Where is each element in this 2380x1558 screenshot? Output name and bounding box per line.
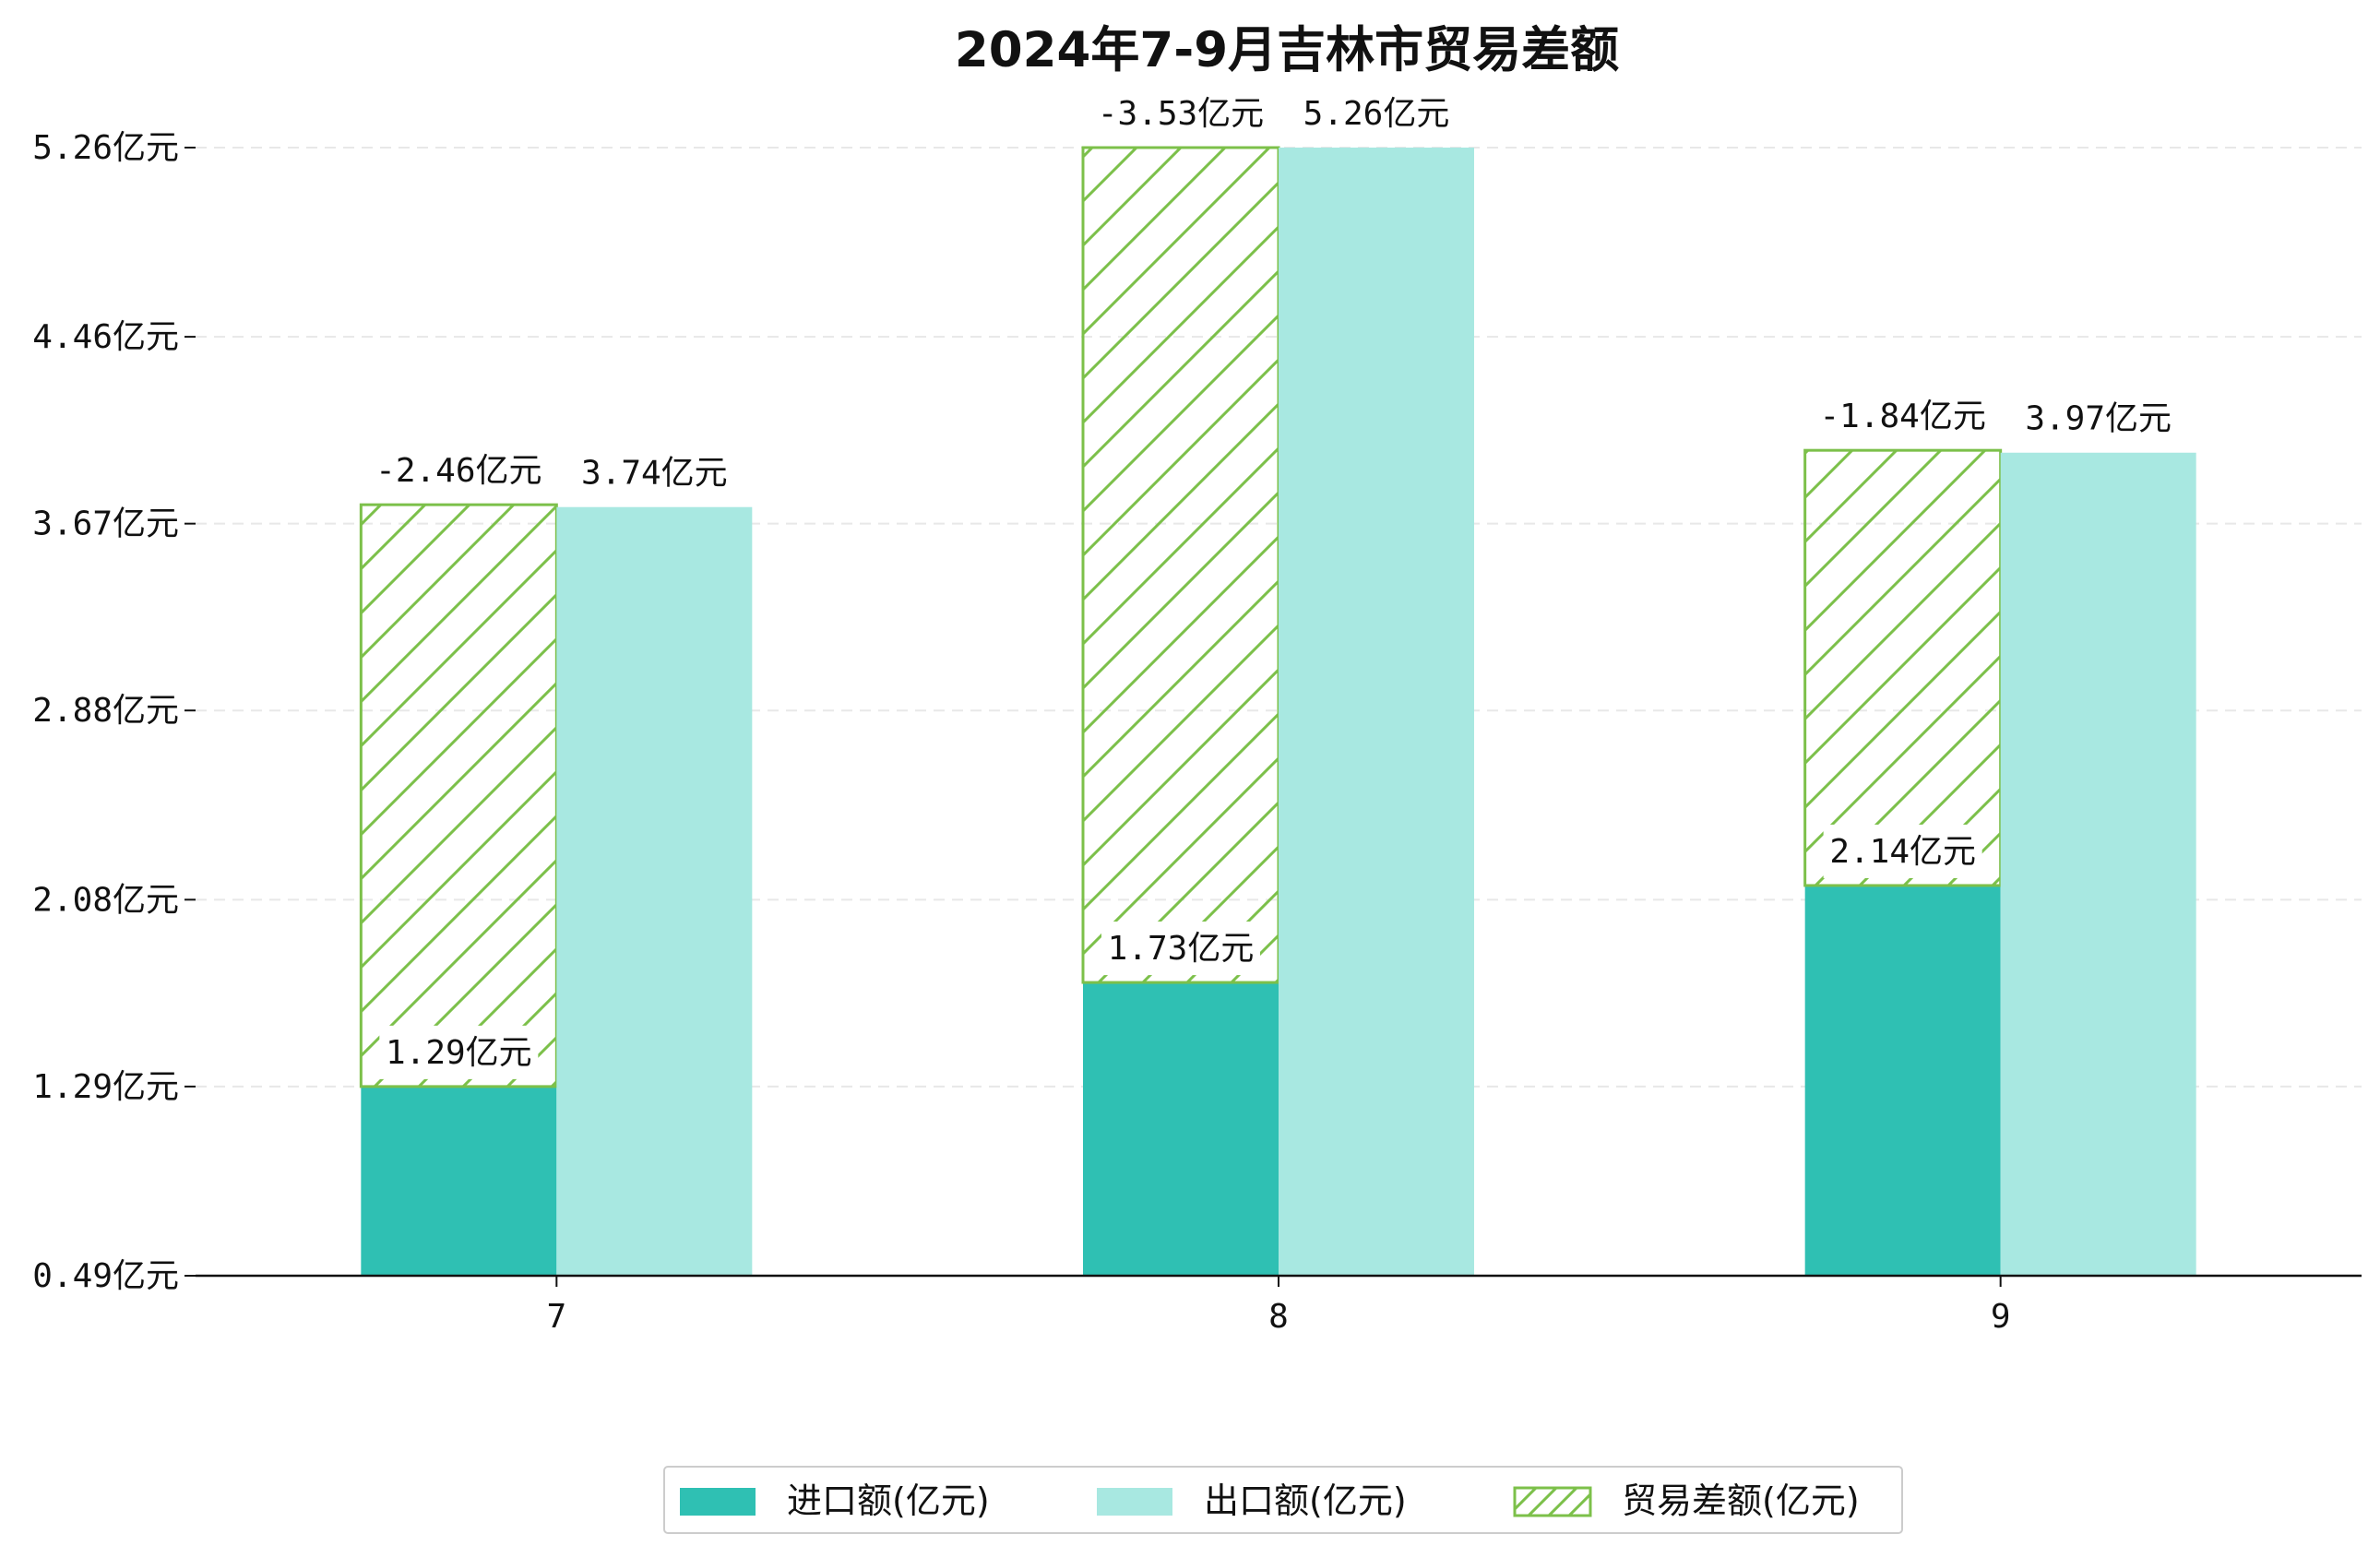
legend-label-export: 出口额(亿元): [1204, 1481, 1407, 1521]
import-value-label-box: [1101, 922, 1260, 976]
x-axis: 7 8 9: [196, 1274, 2362, 1336]
export-bar: [2000, 452, 2196, 1276]
import-value-label: 2.14亿元: [1829, 833, 1976, 871]
y-tick-label: 2.08亿元: [32, 881, 179, 919]
balance-value-label-box: [1091, 87, 1270, 140]
y-tick-label: 5.26亿元: [32, 129, 179, 167]
legend-label-import: 进口额(亿元): [787, 1481, 990, 1521]
import-value-label-box: [379, 1025, 539, 1079]
import-value-label: 1.73亿元: [1108, 930, 1255, 968]
export-value-label-box: [575, 446, 734, 500]
balance-value-label: -1.84亿元: [1819, 398, 1985, 435]
legend-label-balance: 贸易差额(亿元): [1622, 1481, 1860, 1521]
balance-value-label: -2.46亿元: [375, 452, 541, 490]
export-value-label-box: [2018, 391, 2178, 446]
bars: [359, 146, 2196, 1276]
legend-swatch-export: [1097, 1488, 1172, 1516]
import-value-label: 1.29亿元: [386, 1034, 532, 1072]
x-tick-label: 8: [1268, 1298, 1289, 1336]
balance-bar: [359, 503, 558, 1088]
y-axis: 0.49亿元 1.29亿元 2.08亿元 2.88亿元 3.67亿元 4.46亿元 5.26…: [32, 129, 196, 1295]
chart-title: 2024年7-9月吉林市贸易差额: [955, 22, 1619, 78]
data-labels: -2.46亿元 3.74亿元 1.29亿元 -3.53亿元 5.26亿元 1.73亿元 -1…: [369, 87, 2178, 1079]
import-bar: [1804, 885, 2001, 1276]
y-tick-label: 1.29亿元: [32, 1068, 179, 1106]
export-value-label: 3.97亿元: [2025, 400, 2172, 438]
balance-value-label-box: [369, 444, 549, 498]
export-bar: [556, 506, 753, 1276]
balance-bar: [1081, 146, 1280, 984]
legend-swatch-balance: [1513, 1486, 1592, 1517]
import-bar: [361, 1086, 557, 1276]
balance-value-label: -3.53亿元: [1098, 95, 1264, 133]
import-bar: [1083, 982, 1279, 1276]
y-tick-label: 4.46亿元: [32, 318, 179, 356]
export-value-label-box: [1297, 87, 1456, 140]
import-value-label-box: [1823, 824, 1982, 878]
legend: 进口额(亿元) 出口额(亿元) 贸易差额(亿元): [663, 1466, 1903, 1534]
legend-swatch-import: [680, 1488, 756, 1516]
x-tick-label: 9: [1991, 1298, 2011, 1336]
balance-value-label-box: [1813, 389, 1993, 444]
legend-frame: [663, 1466, 1903, 1534]
y-tick-label: 0.49亿元: [32, 1257, 179, 1295]
x-tick-label: 7: [546, 1298, 566, 1336]
y-tick-label: 2.88亿元: [32, 692, 179, 730]
export-value-label: 3.74亿元: [581, 455, 728, 493]
export-bar: [1279, 148, 1474, 1276]
export-value-label: 5.26亿元: [1303, 95, 1450, 133]
y-tick-label: 3.67亿元: [32, 505, 179, 543]
balance-bar: [1803, 448, 2003, 887]
